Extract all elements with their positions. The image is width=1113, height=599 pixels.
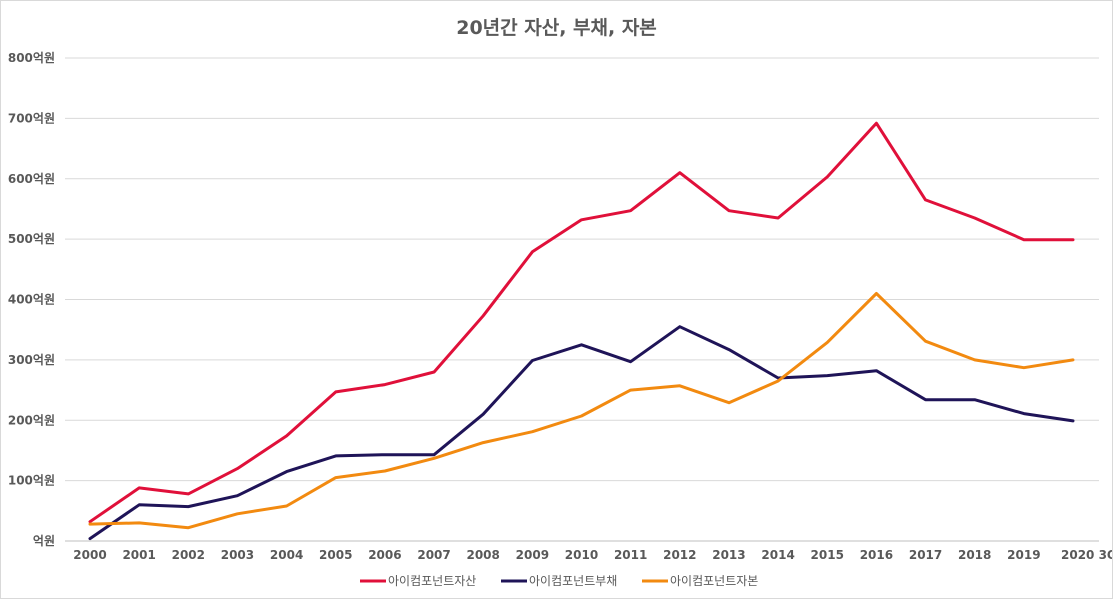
x-tick-label: 2019 [1007,548,1040,562]
x-tick-label: 2009 [516,548,549,562]
x-tick-label: 2011 [614,548,647,562]
series-line [88,121,1075,524]
y-tick-label: 400억원 [8,293,55,307]
x-tick-label: 2002 [172,548,205,562]
x-tick-label: 2016 [860,548,893,562]
x-tick-label: 2005 [319,548,352,562]
x-tick-label: 2003 [221,548,254,562]
x-tick-label: 2006 [368,548,401,562]
x-tick-label: 2012 [663,548,696,562]
y-tick-label: 600억원 [8,172,55,186]
x-tick-label: 2018 [958,548,991,562]
x-tick-label: 2007 [417,548,450,562]
legend-label: 아이컴포넌트자산 [388,574,476,588]
legend-label: 아이컴포넌트자본 [670,574,758,588]
y-tick-label: 100억원 [8,474,55,488]
y-tick-label: 억원 [33,534,55,548]
y-tick-label: 200억원 [8,413,55,427]
x-tick-label: 2013 [712,548,745,562]
series-line [88,325,1075,541]
chart-title: 20년간 자산, 부채, 자본 [456,17,657,39]
y-tick-label: 500억원 [8,232,55,246]
x-tick-label: 2004 [270,548,303,562]
x-tick-label: 2001 [122,548,155,562]
x-tick-label: 2000 [73,548,106,562]
y-tick-label: 800억원 [8,51,55,65]
x-tick-label: 2020 3Q [1061,548,1112,562]
y-tick-label: 300억원 [8,353,55,367]
x-tick-label: 2010 [565,548,598,562]
legend-label: 아이컴포넌트부채 [529,574,617,588]
x-tick-label: 2015 [811,548,844,562]
x-tick-label: 2014 [761,548,794,562]
series-line [88,292,1075,530]
x-tick-label: 2017 [909,548,942,562]
x-tick-label: 2008 [466,548,499,562]
y-tick-label: 700억원 [8,111,55,125]
